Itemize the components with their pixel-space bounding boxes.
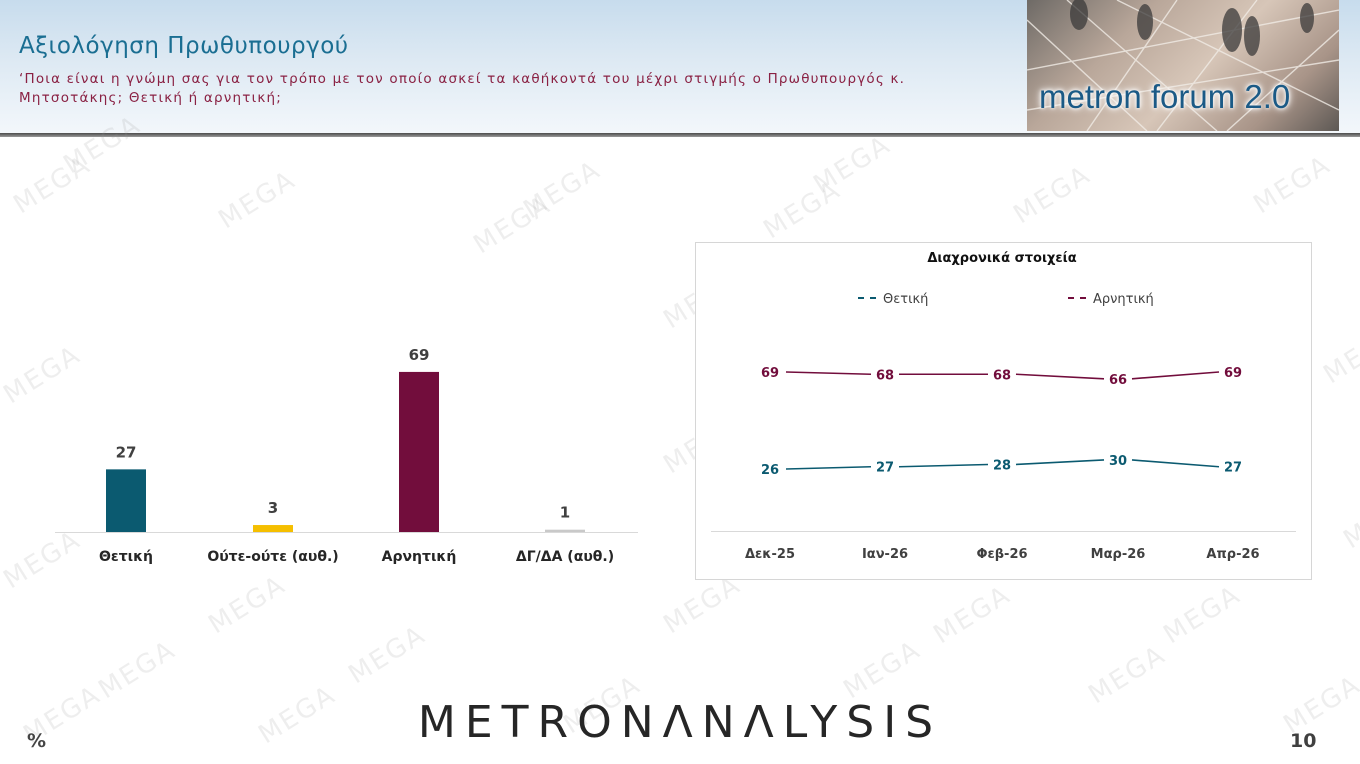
metron-analysis-logo: METRONΛNΛLYSIS — [417, 697, 943, 748]
point-value-label: 69 — [761, 366, 779, 381]
watermark-text: MEGA — [1158, 579, 1247, 651]
x-tick-label: Φεβ-26 — [976, 547, 1027, 562]
watermark-text: MEGA — [928, 579, 1017, 651]
series-segment — [785, 465, 872, 470]
page-title: Αξιολόγηση Πρωθυπουργού — [19, 33, 349, 59]
series-segment — [898, 463, 989, 468]
bar-category-label: Αρνητική — [382, 549, 457, 565]
x-tick-label: Δεκ-25 — [745, 547, 795, 562]
series-segment — [1015, 373, 1105, 380]
watermark-text: MEGA — [203, 569, 292, 641]
line-chart: Διαχρονικά στοιχεία Θετική Αρνητική 26 27 28 3… — [711, 251, 1296, 562]
point-value-label: 66 — [1109, 373, 1127, 388]
bar-1 — [106, 469, 146, 532]
bar-category-label: Ούτε-ούτε (αυθ.) — [207, 549, 338, 565]
bar-category-label: Θετική — [99, 549, 153, 565]
watermark-text: MEGA — [1248, 149, 1337, 221]
logo-photo-pattern — [1027, 0, 1339, 131]
point-value-label: 28 — [993, 458, 1011, 473]
point-value-label: 27 — [876, 461, 894, 476]
x-tick-label: Ιαν-26 — [862, 547, 908, 562]
chart-title: Διαχρονικά στοιχεία — [927, 251, 1076, 266]
series-segment — [1015, 459, 1105, 466]
watermark-text: MEGA — [1083, 639, 1172, 711]
watermark-text: MEGA — [838, 634, 927, 706]
point-value-label: 68 — [876, 368, 894, 383]
trend-chart-panel: Διαχρονικά στοιχεία Θετική Αρνητική 26 27 28 3… — [695, 242, 1312, 580]
watermark-text: MEGA — [1008, 159, 1097, 231]
bar-4 — [545, 529, 585, 532]
watermark-text: MEGA — [1318, 319, 1360, 391]
series-segment — [1131, 371, 1220, 380]
legend-label: Αρνητική — [1093, 292, 1154, 307]
series-segment — [1131, 459, 1220, 468]
bar-value-label: 3 — [268, 499, 278, 517]
point-value-label: 68 — [993, 368, 1011, 383]
series-segment — [785, 371, 872, 376]
watermark-text: MEGA — [758, 174, 847, 246]
watermark-text: MEGA — [343, 619, 432, 691]
watermark-text: MEGA — [808, 129, 897, 201]
point-value-label: 27 — [1224, 461, 1242, 476]
unit-label: % — [27, 730, 47, 752]
watermark-text: MEGA — [93, 634, 182, 706]
bar-3 — [399, 371, 439, 532]
watermark-text: MEGA — [253, 679, 342, 751]
point-value-label: 69 — [1224, 366, 1242, 381]
legend-label: Θετική — [883, 292, 928, 307]
point-value-label: 26 — [761, 463, 779, 478]
point-value-label: 30 — [1109, 454, 1127, 469]
bar-chart: 27 Θετική 3 Ούτε-ούτε (αυθ.) 69 Αρνητική 1 ΔΓ/Δ… — [55, 346, 638, 565]
bar-2 — [253, 525, 293, 532]
bar-category-label: ΔΓ/ΔΑ (αυθ.) — [516, 549, 614, 565]
header-divider — [0, 133, 1360, 137]
metron-forum-logo: metron forum 2.0 — [1027, 0, 1339, 131]
bar-value-label: 1 — [560, 504, 570, 522]
bar-value-label: 27 — [116, 443, 137, 461]
bar-value-label: 69 — [409, 346, 430, 364]
logo-text: metron forum 2.0 — [1039, 78, 1291, 115]
x-tick-label: Απρ-26 — [1206, 547, 1259, 562]
watermark-text: MEGA — [1338, 484, 1360, 556]
question-text: ‘Ποια είναι η γνώμη σας για τον τρόπο με… — [19, 71, 906, 106]
page-number: 10 — [1290, 730, 1317, 752]
x-tick-label: Μαρ-26 — [1091, 547, 1146, 562]
